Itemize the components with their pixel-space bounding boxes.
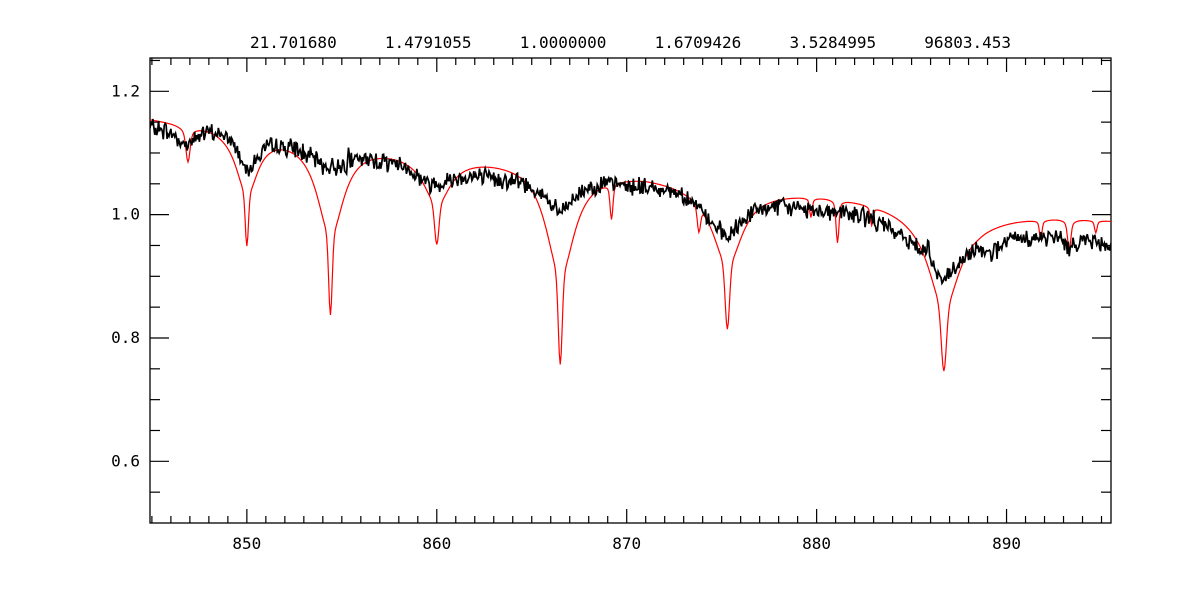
plot-frame <box>149 57 1112 524</box>
x-tick-label: 860 <box>422 534 451 553</box>
plot-title: 21.701680 1.4791055 1.0000000 1.6709426 … <box>250 33 1011 52</box>
y-tick-label: 0.6 <box>111 451 140 470</box>
y-tick-label: 1.0 <box>111 205 140 224</box>
y-tick-label: 1.2 <box>111 81 140 100</box>
x-tick-label: 870 <box>612 534 641 553</box>
x-tick-label: 880 <box>802 534 831 553</box>
x-tick-label: 850 <box>232 534 261 553</box>
y-tick-label: 0.8 <box>111 328 140 347</box>
x-tick-label: 890 <box>992 534 1021 553</box>
observed-spectrum-curve <box>150 118 1111 286</box>
model-spectrum-curve <box>150 119 1111 372</box>
